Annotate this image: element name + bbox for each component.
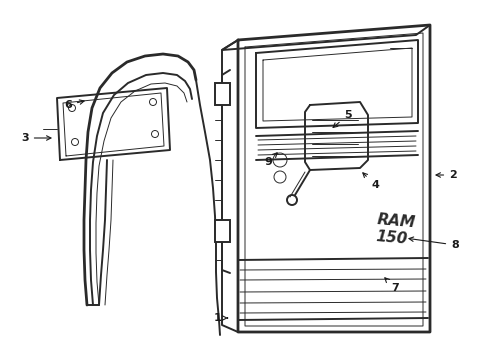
Text: 1: 1 — [214, 313, 227, 323]
Text: 7: 7 — [384, 278, 398, 293]
Text: 5: 5 — [332, 110, 351, 127]
Text: 8: 8 — [408, 237, 458, 250]
Text: 9: 9 — [264, 153, 277, 167]
Text: 3: 3 — [21, 133, 51, 143]
Text: RAM
150: RAM 150 — [374, 212, 415, 248]
Text: 2: 2 — [435, 170, 456, 180]
FancyBboxPatch shape — [215, 83, 229, 105]
Text: 4: 4 — [362, 173, 378, 190]
FancyBboxPatch shape — [215, 220, 229, 242]
Text: 6: 6 — [64, 100, 84, 110]
